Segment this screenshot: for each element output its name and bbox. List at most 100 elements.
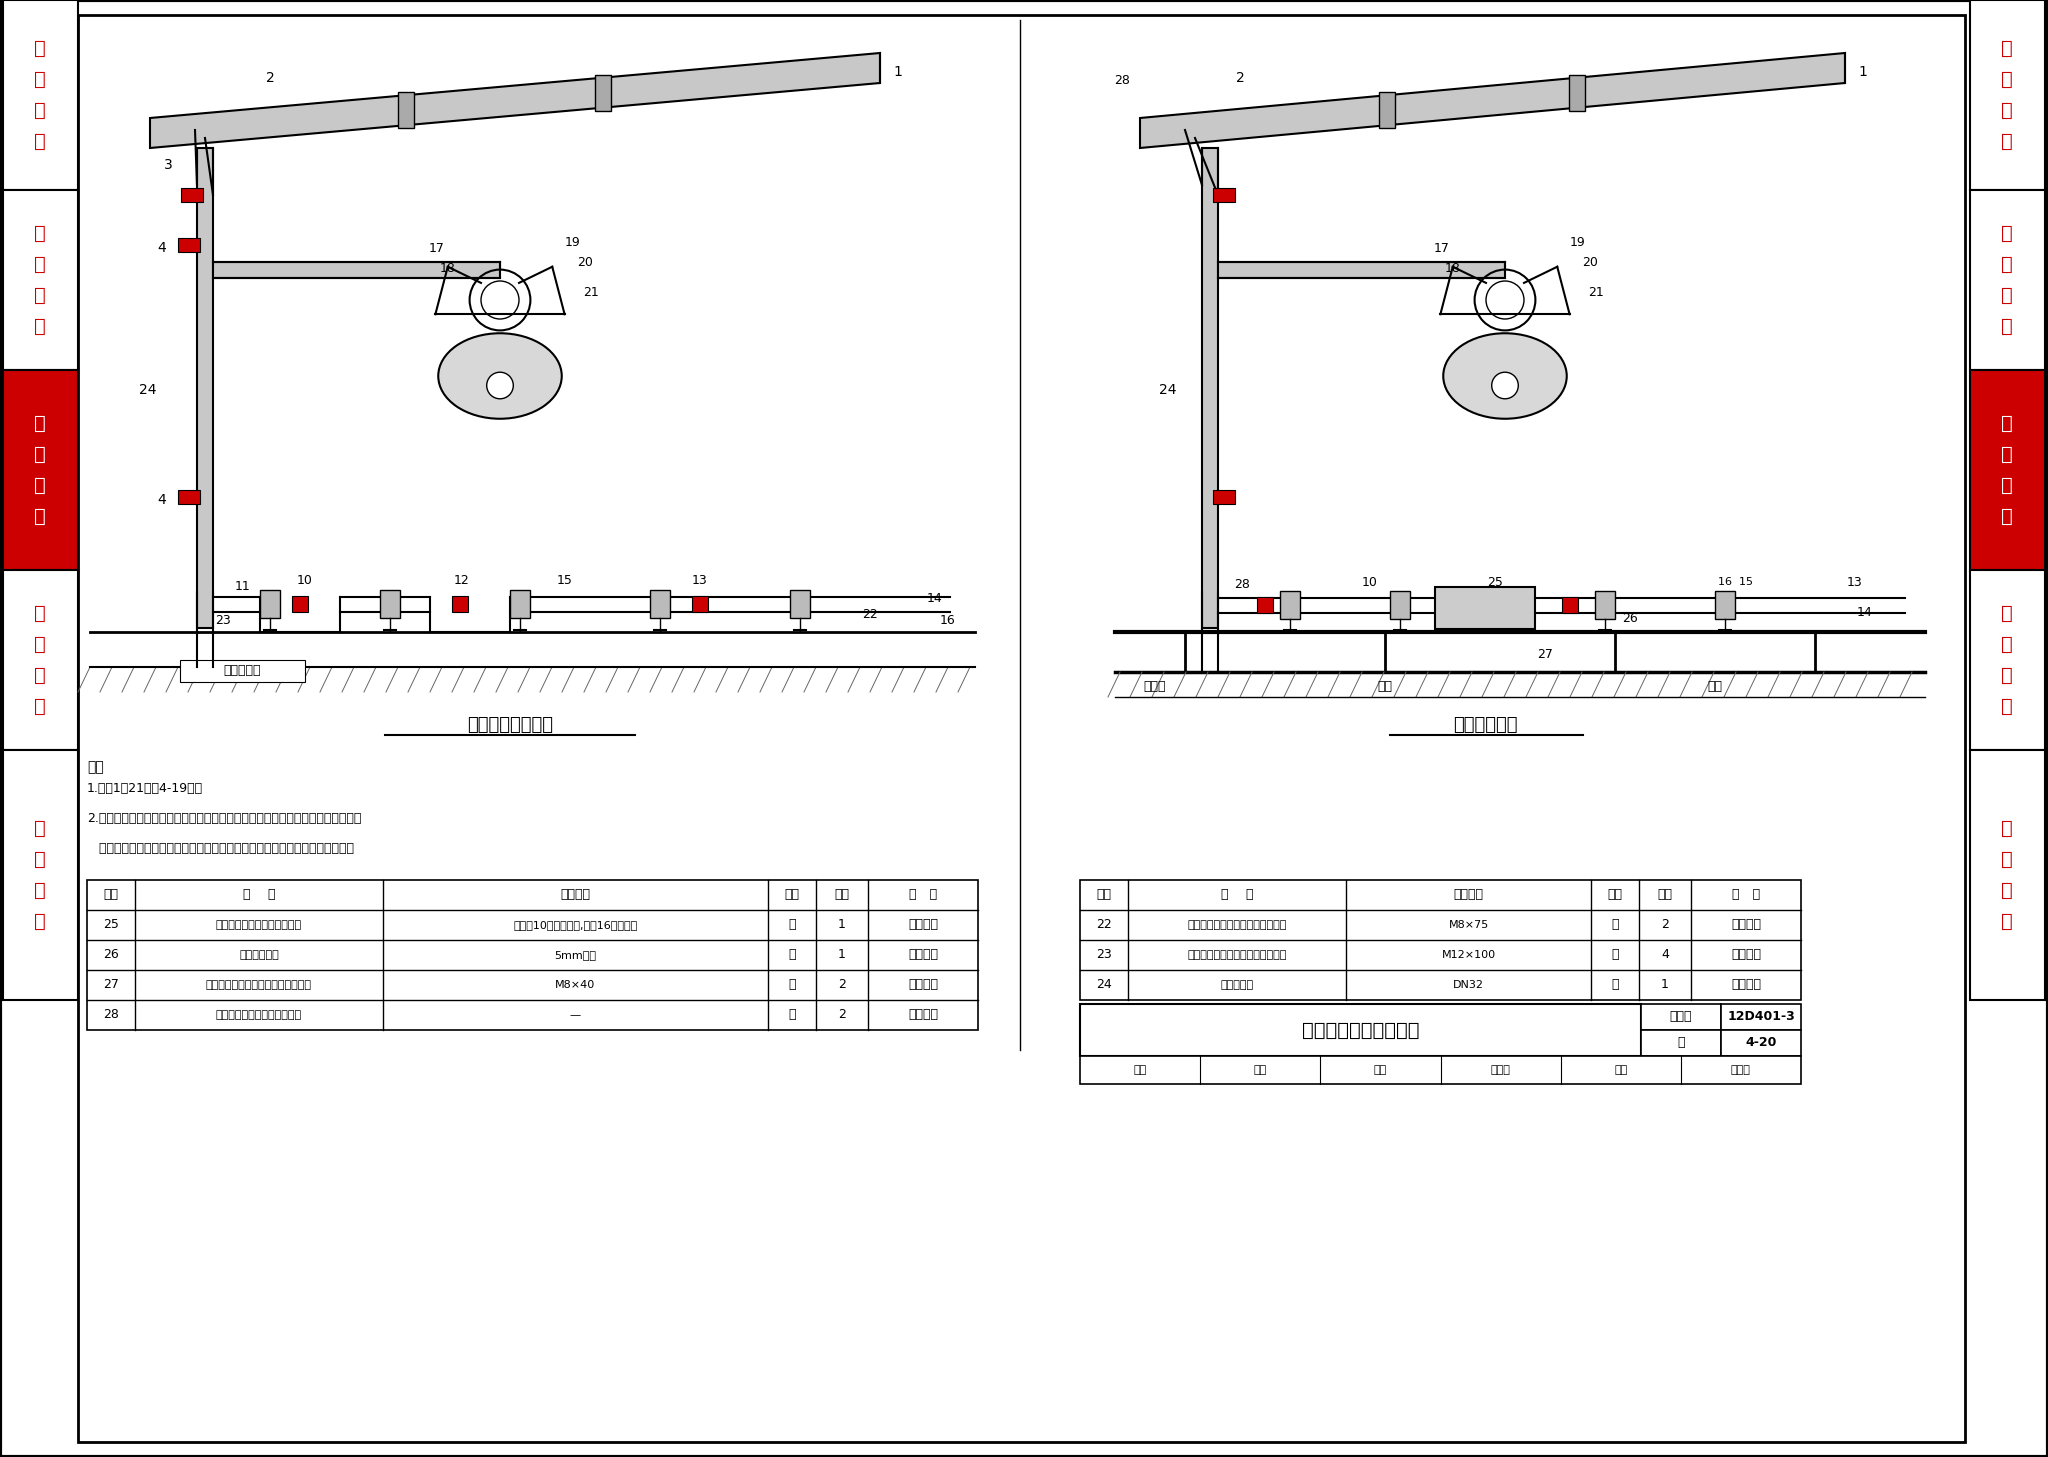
Text: 根: 根 [788, 1008, 797, 1021]
Text: 隔
离
密
封: 隔 离 密 封 [35, 39, 45, 152]
Text: 4: 4 [158, 492, 166, 507]
Text: 14: 14 [1858, 606, 1872, 619]
Bar [2, 370, 78, 570]
Text: —: — [569, 1010, 582, 1020]
Text: 防胀螺栓、螺母、垫圈及弹簧垫圈: 防胀螺栓、螺母、垫圈及弹簧垫圈 [1188, 950, 1286, 960]
Bar [1436, 587, 1536, 629]
Text: 2.本图灯具与接线盒的位置仅为示意，施工中应根据现场实际情况确定接线盒的安: 2.本图灯具与接线盒的位置仅为示意，施工中应根据现场实际情况确定接线盒的安 [86, 812, 360, 825]
Bar [180, 660, 305, 682]
Text: 与编号10防爆接线盒,编号16钢管配合: 与编号10防爆接线盒,编号16钢管配合 [514, 919, 637, 930]
Text: 根: 根 [1612, 979, 1618, 992]
Text: 钢平台上安装: 钢平台上安装 [1452, 715, 1518, 734]
Text: 焊接: 焊接 [1378, 680, 1393, 694]
Bar [1970, 370, 2046, 570]
Text: 法兰式灯杆: 法兰式灯杆 [1221, 981, 1253, 989]
Bar [453, 596, 469, 612]
Bar [2, 189, 78, 370]
Text: M8×75: M8×75 [1448, 919, 1489, 930]
Bar [86, 880, 979, 1030]
Text: 19: 19 [1571, 236, 1585, 249]
Text: 27: 27 [1538, 648, 1552, 661]
Text: 2: 2 [1661, 918, 1669, 931]
Text: 22: 22 [1096, 918, 1112, 931]
Bar [178, 237, 201, 252]
Text: 16: 16 [940, 613, 956, 627]
Bar [397, 92, 414, 128]
Text: 市售成品: 市售成品 [1731, 949, 1761, 962]
Text: 25: 25 [1487, 576, 1503, 589]
Text: DN32: DN32 [1452, 981, 1485, 989]
Text: 16  15: 16 15 [1718, 577, 1753, 587]
Text: 1: 1 [893, 66, 901, 79]
Text: 备   注: 备 注 [1733, 889, 1759, 902]
Bar [1212, 188, 1235, 203]
Bar [2, 750, 78, 1000]
Text: 20: 20 [578, 255, 594, 268]
Text: 套: 套 [788, 979, 797, 992]
Bar [197, 149, 213, 628]
Text: 单位: 单位 [784, 889, 799, 902]
Text: 王勤东: 王勤东 [1491, 1065, 1511, 1075]
Circle shape [487, 372, 514, 399]
Text: 14: 14 [928, 592, 942, 605]
Circle shape [1491, 372, 1518, 399]
Text: 11: 11 [236, 580, 250, 593]
Text: 审核: 审核 [1133, 1065, 1147, 1075]
Text: 数量: 数量 [1657, 889, 1673, 902]
Text: 28: 28 [1235, 578, 1249, 592]
Text: 名    称: 名 称 [1221, 889, 1253, 902]
Text: 1: 1 [1661, 979, 1669, 992]
Text: 动
力
设
备: 动 力 设 备 [35, 224, 45, 337]
Text: 数量: 数量 [834, 889, 850, 902]
Text: 4-20: 4-20 [1745, 1036, 1778, 1049]
Text: 18: 18 [440, 261, 457, 274]
Text: 2: 2 [266, 71, 274, 85]
Text: 26: 26 [102, 949, 119, 962]
Bar [178, 490, 201, 504]
Text: 套: 套 [1612, 918, 1618, 931]
Bar [1378, 92, 1395, 128]
Text: 17: 17 [1434, 242, 1450, 255]
Text: 编号: 编号 [104, 889, 119, 902]
Text: 2: 2 [838, 1008, 846, 1021]
Text: 注：: 注： [86, 761, 104, 774]
Text: 20: 20 [1581, 255, 1597, 268]
Text: 图集号: 图集号 [1669, 1011, 1692, 1023]
Text: 18: 18 [1446, 261, 1460, 274]
Text: 13: 13 [1847, 576, 1864, 589]
Bar [1595, 592, 1616, 619]
Text: 24: 24 [1159, 383, 1178, 396]
Text: 照
明
灯
具: 照 明 灯 具 [35, 414, 45, 526]
Text: 技
术
资
料: 技 术 资 料 [2001, 819, 2013, 931]
Text: 1: 1 [838, 918, 846, 931]
Text: 隔
离
密
封: 隔 离 密 封 [2001, 39, 2013, 152]
Bar [381, 590, 399, 618]
Bar [1257, 597, 1274, 613]
Bar [293, 596, 307, 612]
Text: 26: 26 [1622, 612, 1638, 625]
Text: 1.编号1～21见第4-19页。: 1.编号1～21见第4-19页。 [86, 782, 203, 796]
Text: 4: 4 [158, 240, 166, 255]
Bar [1640, 1004, 1720, 1030]
Text: 接线盒固定架: 接线盒固定架 [240, 950, 279, 960]
Text: M12×100: M12×100 [1442, 950, 1495, 960]
Bar [1714, 592, 1735, 619]
Text: 防胀螺栓、螺母、垫圈及弹簧垫圈: 防胀螺栓、螺母、垫圈及弹簧垫圈 [1188, 919, 1286, 930]
Ellipse shape [1444, 334, 1567, 418]
Text: 2: 2 [1235, 71, 1245, 85]
Text: 17: 17 [430, 242, 444, 255]
Text: 23: 23 [1096, 949, 1112, 962]
Text: 2: 2 [838, 979, 846, 992]
Bar [1569, 74, 1585, 111]
Text: 28: 28 [102, 1008, 119, 1021]
Text: 信大庆: 信大庆 [1731, 1065, 1751, 1075]
Polygon shape [150, 52, 881, 149]
Bar [1391, 592, 1409, 619]
Text: 市售成品: 市售成品 [907, 1008, 938, 1021]
Text: 21: 21 [584, 286, 598, 299]
Text: 型号规格: 型号规格 [561, 889, 590, 902]
Text: 1: 1 [1858, 66, 1868, 79]
Bar [649, 590, 670, 618]
Bar [1079, 1004, 1640, 1056]
Text: 混凝土平台: 混凝土平台 [223, 664, 260, 678]
